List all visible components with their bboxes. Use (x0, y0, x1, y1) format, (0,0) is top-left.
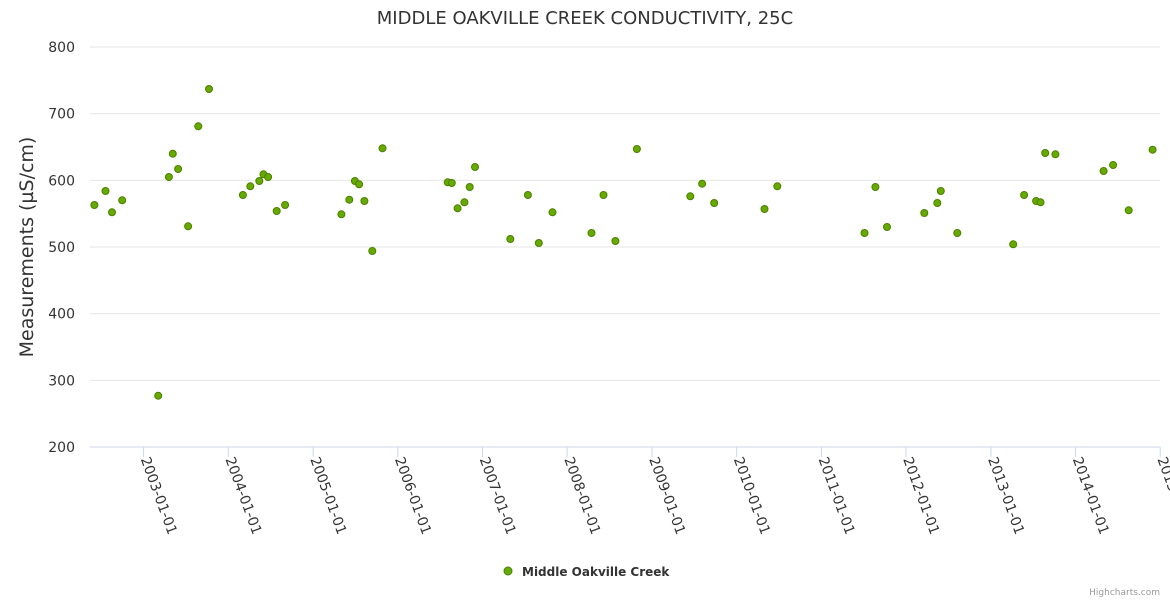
data-point[interactable] (355, 180, 364, 189)
data-point[interactable] (238, 191, 247, 199)
data-point[interactable] (1020, 191, 1029, 199)
data-point[interactable] (920, 209, 929, 217)
data-point[interactable] (587, 229, 596, 237)
data-point[interactable] (205, 85, 213, 93)
y-axis-title: Measurements (µS/cm) (16, 137, 38, 358)
data-point[interactable] (281, 201, 290, 209)
data-point[interactable] (360, 197, 369, 205)
data-point[interactable] (118, 196, 127, 205)
data-point[interactable] (194, 122, 203, 131)
data-point[interactable] (471, 163, 479, 171)
data-point[interactable] (760, 205, 769, 213)
data-point[interactable] (1009, 240, 1018, 249)
data-point[interactable] (1041, 149, 1050, 157)
legend-item-middle-oakville-creek[interactable]: Middle Oakville Creek (522, 565, 670, 579)
data-point[interactable] (599, 191, 608, 199)
data-point[interactable] (184, 222, 193, 231)
data-point[interactable] (1036, 198, 1045, 207)
y-axis-tick-labels: 200 300 400 500 600 700 800 (48, 40, 75, 456)
legend[interactable]: Middle Oakville Creek (503, 565, 670, 579)
data-point[interactable] (447, 179, 456, 187)
data-point[interactable] (534, 239, 543, 247)
data-point[interactable] (465, 183, 474, 191)
data-point[interactable] (246, 182, 255, 191)
data-point[interactable] (698, 179, 707, 188)
data-point[interactable] (1099, 167, 1108, 175)
data-point[interactable] (264, 173, 273, 181)
y-tick-label: 300 (48, 373, 75, 389)
data-point[interactable] (255, 177, 264, 185)
series-middle-oakville-creek[interactable] (90, 85, 1157, 400)
data-point[interactable] (164, 173, 173, 181)
data-point[interactable] (453, 204, 462, 213)
data-point[interactable] (1148, 145, 1157, 154)
data-point[interactable] (1051, 150, 1060, 159)
data-point[interactable] (773, 182, 782, 191)
data-point[interactable] (548, 208, 557, 217)
data-point[interactable] (378, 144, 387, 153)
data-point[interactable] (174, 165, 183, 173)
data-point[interactable] (710, 199, 719, 207)
data-point[interactable] (871, 183, 880, 191)
chart-title: MIDDLE OAKVILLE CREEK CONDUCTIVITY, 25C (377, 8, 793, 29)
data-point[interactable] (933, 199, 942, 207)
data-point[interactable] (168, 149, 177, 158)
legend-marker-icon[interactable] (503, 566, 513, 576)
data-point[interactable] (953, 229, 962, 237)
data-point[interactable] (337, 210, 346, 219)
data-point[interactable] (101, 187, 110, 195)
data-point[interactable] (632, 145, 641, 153)
data-point[interactable] (460, 198, 469, 207)
data-point[interactable] (1124, 206, 1133, 215)
y-tick-label: 600 (48, 173, 75, 189)
data-point[interactable] (936, 187, 945, 195)
data-point[interactable] (108, 208, 116, 217)
data-point[interactable] (523, 191, 532, 199)
data-point[interactable] (611, 237, 620, 245)
y-tick-label: 800 (48, 40, 75, 56)
y-tick-label: 200 (48, 440, 75, 456)
y-tick-label: 700 (48, 107, 75, 123)
data-point[interactable] (860, 229, 869, 237)
data-point[interactable] (883, 223, 891, 231)
data-point[interactable] (506, 235, 515, 243)
data-point[interactable] (368, 247, 377, 255)
data-point[interactable] (154, 391, 163, 400)
data-point[interactable] (686, 192, 695, 201)
data-point[interactable] (90, 201, 99, 209)
data-point[interactable] (1109, 161, 1118, 169)
y-tick-label: 500 (48, 240, 75, 256)
data-point[interactable] (272, 207, 281, 215)
highcharts-credits-link[interactable]: Highcharts.com (1089, 588, 1160, 598)
data-point[interactable] (345, 195, 354, 204)
y-tick-label: 400 (48, 307, 75, 323)
